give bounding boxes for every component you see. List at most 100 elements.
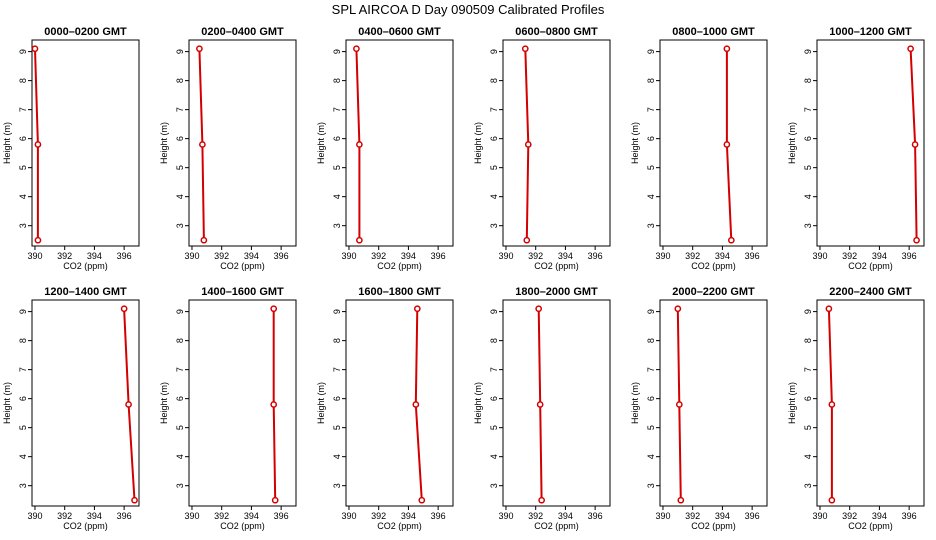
chart-panel: 0800–1000 GMT 390 392 394 396 3 4 5 6 7 8 9 CO2 (ppm…: [630, 26, 768, 271]
x-tick-label: 394: [401, 251, 416, 261]
profile-point: [270, 401, 278, 408]
y-tick-label: 5: [175, 165, 185, 170]
profile-point: [270, 305, 278, 313]
profile-point: [825, 305, 833, 313]
x-tick-label: 394: [872, 251, 887, 261]
y-tick-label: 5: [18, 165, 28, 170]
profile-point: [911, 141, 919, 148]
y-axis-label: Height (m): [787, 122, 797, 164]
x-tick-label: 392: [371, 251, 386, 261]
y-axis-label: Height (m): [630, 122, 640, 164]
x-tick-label: 396: [902, 251, 917, 261]
plot-frame: [31, 39, 140, 247]
y-tick-label: 8: [332, 338, 342, 343]
plot-frame: [659, 39, 768, 247]
profile-point: [418, 496, 426, 504]
x-tick-label: 390: [341, 511, 356, 521]
y-tick-label: 4: [18, 194, 28, 199]
y-tick-label: 8: [646, 78, 656, 83]
panel-title: 0600–0800 GMT: [515, 26, 598, 38]
y-tick-label: 9: [489, 49, 499, 54]
chart-panel: 0600–0800 GMT 390 392 394 396 3 4 5 6 7 8 9 CO2 (ppm…: [473, 26, 611, 271]
y-tick-label: 4: [803, 454, 813, 459]
profile-point: [536, 401, 544, 408]
plot-frame: [31, 299, 140, 507]
panel-title: 1400–1600 GMT: [201, 286, 284, 298]
y-tick-label: 3: [18, 223, 28, 228]
y-tick-label: 5: [803, 165, 813, 170]
profile-point: [199, 141, 206, 148]
x-tick-label: 396: [588, 511, 603, 521]
y-axis-label: Height (m): [630, 382, 640, 424]
y-tick-label: 5: [332, 165, 342, 170]
y-tick-label: 6: [646, 136, 656, 141]
y-tick-label: 9: [803, 49, 813, 54]
plot-frame: [502, 299, 611, 507]
y-tick-label: 3: [332, 223, 342, 228]
x-tick-label: 396: [745, 251, 760, 261]
profile-point: [674, 305, 682, 313]
panel-title: 1000–1200 GMT: [829, 26, 912, 38]
x-tick-label: 390: [655, 511, 670, 521]
y-tick-label: 5: [18, 425, 28, 430]
profile-point: [524, 141, 532, 148]
profile-point: [356, 236, 363, 244]
y-tick-label: 8: [18, 338, 28, 343]
profile-point: [200, 236, 208, 244]
plot-frame: [659, 299, 768, 507]
y-axis-label: Height (m): [159, 382, 169, 424]
y-tick-label: 7: [175, 107, 185, 112]
profile-point: [356, 141, 363, 148]
x-tick-label: 390: [341, 251, 356, 261]
x-axis-label: CO2 (ppm): [534, 521, 579, 531]
y-tick-label: 3: [332, 483, 342, 488]
x-axis-label: CO2 (ppm): [534, 261, 579, 271]
y-tick-label: 9: [803, 309, 813, 314]
y-tick-label: 9: [646, 49, 656, 54]
panel-title: 0000–0200 GMT: [44, 26, 127, 38]
x-tick-label: 396: [431, 251, 446, 261]
x-axis-label: CO2 (ppm): [220, 521, 265, 531]
x-tick-label: 392: [214, 251, 229, 261]
x-tick-label: 394: [715, 511, 730, 521]
x-tick-label: 394: [872, 511, 887, 521]
x-tick-label: 392: [57, 251, 72, 261]
y-tick-label: 8: [175, 338, 185, 343]
x-axis-label: CO2 (ppm): [691, 261, 736, 271]
y-axis-label: Height (m): [473, 122, 483, 164]
y-tick-label: 8: [489, 338, 499, 343]
y-axis-label: Height (m): [473, 382, 483, 424]
y-tick-label: 4: [803, 194, 813, 199]
y-tick-label: 8: [803, 78, 813, 83]
y-tick-label: 9: [489, 309, 499, 314]
panel-title: 0400–0600 GMT: [358, 26, 441, 38]
x-axis-label: CO2 (ppm): [63, 521, 108, 531]
y-tick-label: 7: [175, 367, 185, 372]
y-tick-label: 7: [332, 107, 342, 112]
y-tick-label: 7: [646, 107, 656, 112]
panel-title: 1200–1400 GMT: [44, 286, 127, 298]
profile-point: [535, 305, 543, 313]
y-axis-label: Height (m): [787, 382, 797, 424]
y-tick-label: 8: [489, 78, 499, 83]
y-tick-label: 3: [175, 223, 185, 228]
y-tick-label: 4: [175, 194, 185, 199]
y-tick-label: 8: [18, 78, 28, 83]
y-tick-label: 7: [803, 367, 813, 372]
y-tick-label: 7: [489, 107, 499, 112]
y-tick-label: 3: [175, 483, 185, 488]
x-tick-label: 390: [27, 511, 42, 521]
x-tick-label: 394: [558, 511, 573, 521]
profile-point: [677, 496, 685, 504]
x-axis-label: CO2 (ppm): [848, 261, 893, 271]
x-tick-label: 394: [87, 511, 102, 521]
x-tick-label: 394: [244, 251, 259, 261]
x-tick-label: 396: [902, 511, 917, 521]
y-tick-label: 4: [646, 454, 656, 459]
y-tick-label: 5: [175, 425, 185, 430]
y-tick-label: 3: [489, 483, 499, 488]
x-tick-label: 392: [842, 251, 857, 261]
profile-point: [353, 45, 360, 53]
y-tick-label: 6: [18, 396, 28, 401]
